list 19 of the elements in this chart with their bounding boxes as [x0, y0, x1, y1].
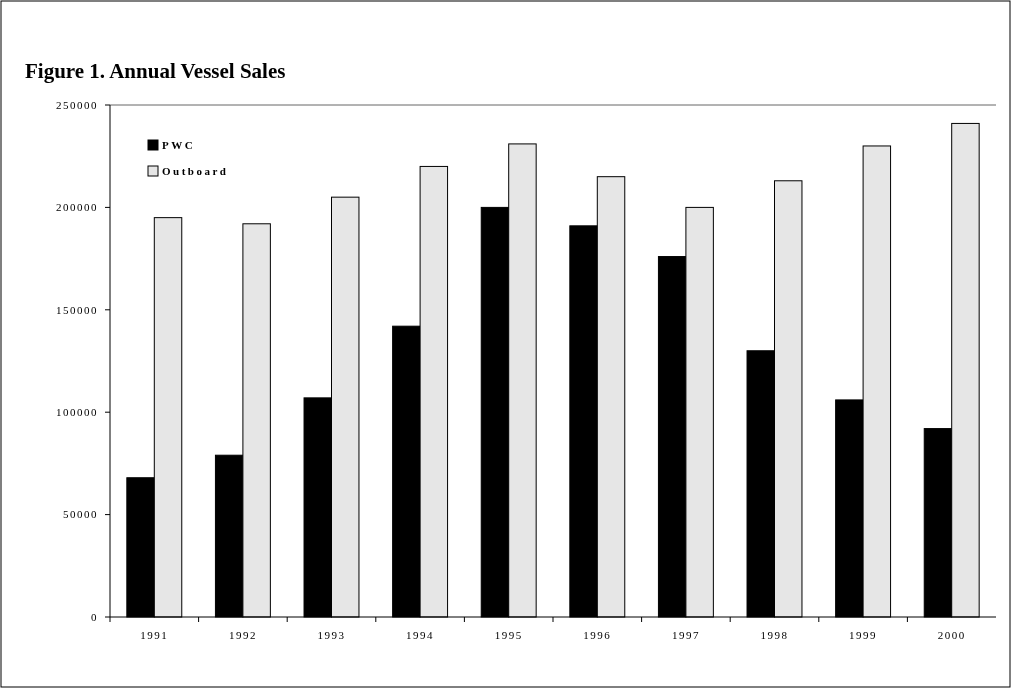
y-tick-label: 100000	[56, 406, 98, 419]
y-tick-label: 150000	[56, 303, 98, 316]
x-tick-label: 1996	[583, 629, 612, 641]
y-tick-label: 200000	[56, 201, 98, 214]
x-tick-label: 1999	[849, 629, 878, 641]
x-tick-label: 1991	[140, 629, 169, 641]
legend-label: PWC	[162, 139, 196, 151]
x-tick-label: 1993	[317, 629, 346, 641]
x-tick-label: 1997	[671, 629, 700, 641]
x-tick-label: 1994	[406, 629, 435, 641]
y-tick-label: 50000	[63, 508, 98, 521]
x-tick-label: 1995	[494, 629, 523, 641]
y-tick-label: 250000	[56, 98, 98, 111]
x-tick-label: 2000	[937, 629, 966, 641]
legend-label: Outboard	[162, 165, 229, 177]
chart-title: Figure 1. Annual Vessel Sales	[25, 59, 286, 83]
y-tick-label: 0	[91, 610, 98, 623]
x-tick-label: 1998	[760, 629, 789, 641]
x-tick-label: 1992	[228, 629, 257, 641]
